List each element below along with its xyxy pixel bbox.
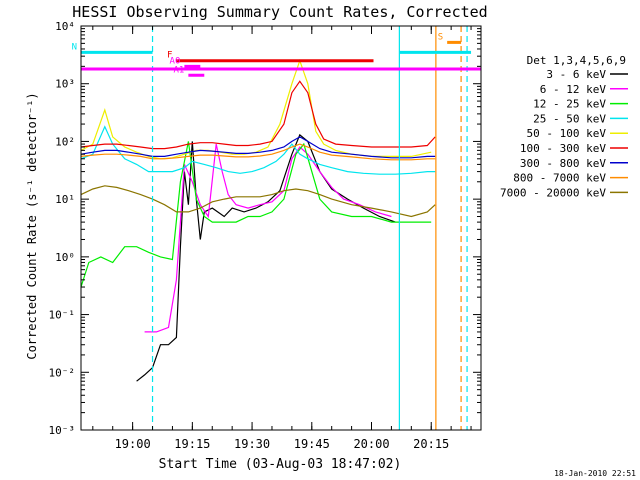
series-line-7 xyxy=(80,143,436,161)
y-tick-label: 10⁻³ xyxy=(49,424,76,437)
x-tick-label: 20:15 xyxy=(413,437,449,451)
flag-label-0: N xyxy=(72,42,77,52)
x-tick-label: 19:30 xyxy=(234,437,270,451)
legend-entry-label: 50 - 100 keV xyxy=(527,127,607,140)
y-tick-label: 10⁰ xyxy=(55,251,75,264)
x-tick-label: 19:15 xyxy=(174,437,210,451)
y-axis-label: Corrected Count Rate (s⁻¹ detector⁻¹) xyxy=(25,92,39,359)
legend-entry-label: 300 - 800 keV xyxy=(520,157,606,170)
legend-entry-label: 800 - 7000 keV xyxy=(513,172,606,185)
y-tick-label: 10⁻¹ xyxy=(49,309,76,322)
legend-entry-label: 3 - 6 keV xyxy=(546,68,606,81)
chart-title: HESSI Observing Summary Count Rates, Cor… xyxy=(72,3,487,21)
series-line-2 xyxy=(80,141,432,288)
y-tick-label: 10⁻² xyxy=(49,366,76,379)
series-line-6 xyxy=(80,136,436,159)
x-tick-label: 20:00 xyxy=(353,437,389,451)
x-tick-label: 19:00 xyxy=(115,437,151,451)
axes-frame xyxy=(80,25,482,431)
legend-title: Det 1,3,4,5,6,9 xyxy=(527,54,626,67)
footer-timestamp: 18-Jan-2010 22:51 xyxy=(554,469,636,478)
y-tick-label: 10⁴ xyxy=(55,20,75,33)
series-line-8 xyxy=(80,185,436,218)
legend-entry-label: 7000 - 20000 keV xyxy=(500,186,606,199)
series-line-3 xyxy=(80,125,436,175)
legend: Det 1,3,4,5,6,93 - 6 keV 6 - 12 keV 12 - 2… xyxy=(500,54,628,199)
legend-entry-label: 100 - 300 keV xyxy=(520,142,606,155)
flag-label-6: S xyxy=(438,32,443,42)
x-axis-label: Start Time (03-Aug-03 18:47:02) xyxy=(159,457,402,472)
legend-entry-label: 6 - 12 keV xyxy=(540,83,607,96)
y-tick-label: 10³ xyxy=(55,78,75,91)
flag-label-1: F xyxy=(167,51,172,61)
series-line-5 xyxy=(80,80,436,150)
legend-entry-label: 25 - 50 keV xyxy=(533,112,606,125)
flag-label-2: A0 xyxy=(170,56,181,66)
x-tick-label: 19:45 xyxy=(294,437,330,451)
series-line-4 xyxy=(80,58,432,160)
legend-entry-label: 12 - 25 keV xyxy=(533,98,606,111)
series-line-0 xyxy=(136,133,396,382)
y-tick-label: 10¹ xyxy=(55,193,75,206)
y-tick-label: 10² xyxy=(55,135,75,148)
flag-label-4: A1 xyxy=(174,65,185,75)
